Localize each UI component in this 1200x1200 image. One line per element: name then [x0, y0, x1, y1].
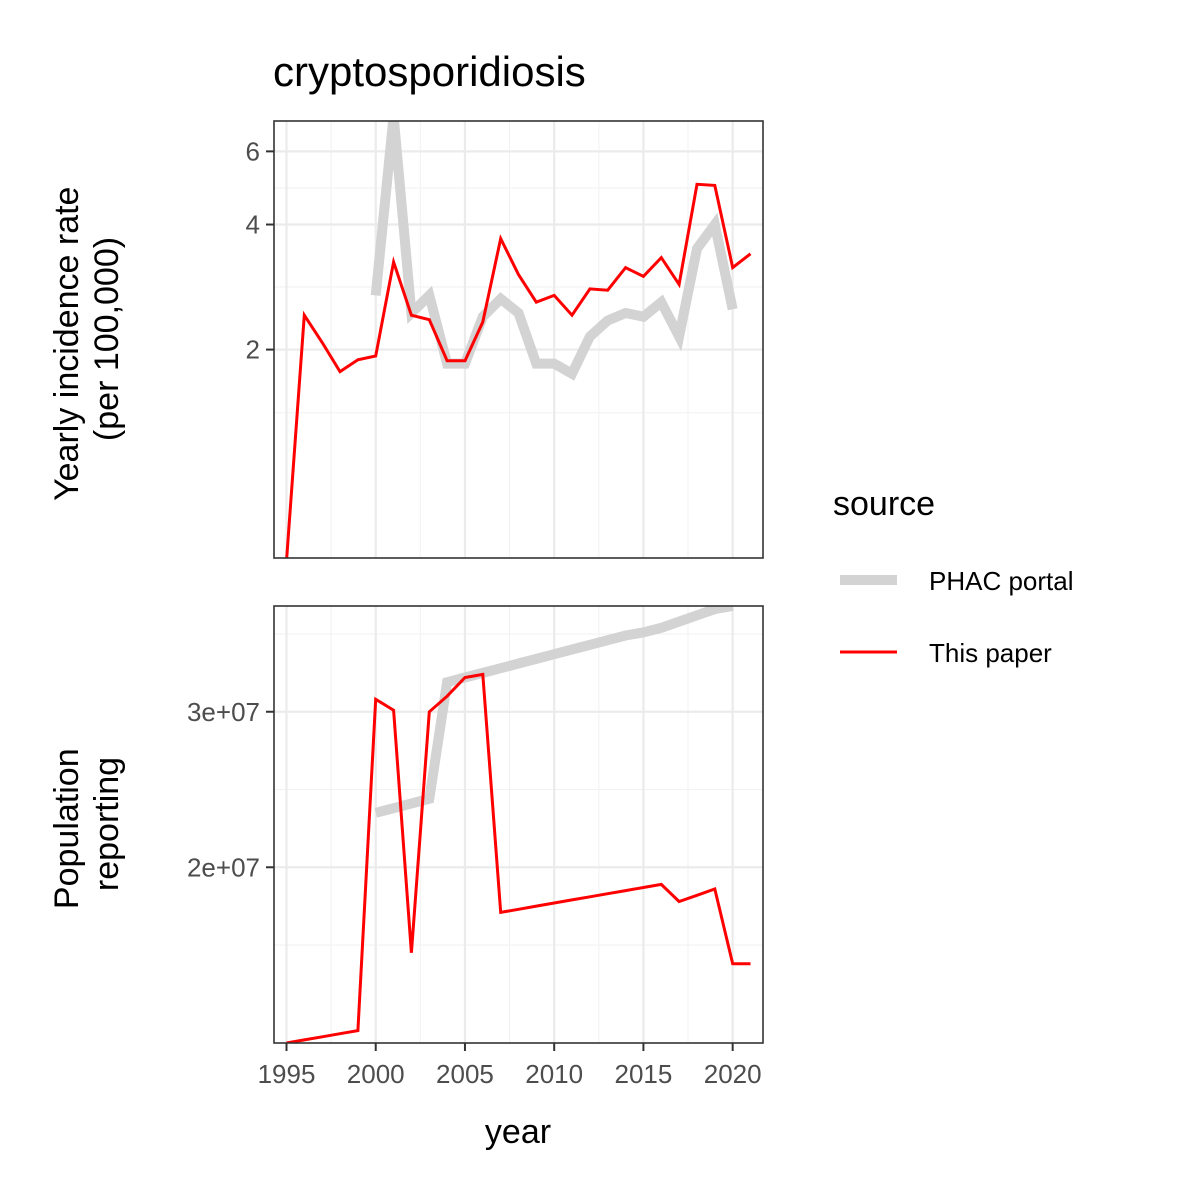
- y-tick-label: 6: [246, 136, 260, 166]
- population-y-axis-title: Population reporting: [48, 739, 126, 909]
- x-tick-label: 2005: [436, 1059, 494, 1089]
- incidence-rate-panel: 2 4 6 Yearly incidence rate (per 100,000): [48, 120, 764, 559]
- series-line-phac-portal: [370, 121, 738, 381]
- legend-label-this-paper: This paper: [929, 638, 1052, 668]
- incidence-y-axis: 2 4 6: [246, 136, 274, 365]
- series-line-phac-portal: [374, 606, 734, 818]
- legend-title: source: [833, 485, 935, 523]
- legend: source PHAC portal This paper: [833, 485, 1074, 668]
- y-tick-label: 2: [246, 335, 260, 365]
- chart-title: cryptosporidiosis: [273, 48, 586, 95]
- incidence-y-axis-title: Yearly incidence rate (per 100,000): [48, 177, 126, 501]
- y-tick-label: 4: [246, 210, 260, 240]
- incidence-gridlines: [274, 121, 763, 558]
- population-series: [286, 606, 751, 1043]
- y-tick-label: 3e+07: [187, 697, 260, 727]
- x-axis-title: year: [485, 1113, 551, 1151]
- y-tick-label: 2e+07: [187, 852, 260, 882]
- x-tick-label: 2015: [615, 1059, 673, 1089]
- x-tick-label: 1995: [258, 1059, 316, 1089]
- incidence-panel-border: [273, 120, 764, 559]
- legend-label-phac-portal: PHAC portal: [929, 566, 1074, 596]
- incidence-series: [285, 121, 752, 558]
- series-line-this-paper: [286, 672, 751, 1043]
- population-gridlines: [274, 606, 763, 1043]
- population-panel-border: [273, 605, 764, 1044]
- x-tick-label: 2020: [704, 1059, 762, 1089]
- x-tick-label: 2010: [525, 1059, 583, 1089]
- population-y-axis-title-line2: reporting: [88, 757, 126, 891]
- incidence-y-axis-title-line1: Yearly incidence rate: [48, 187, 86, 501]
- population-panel: 2e+07 3e+07 Population reporting: [48, 605, 764, 1044]
- x-axis: 1995 2000 2005 2010 2015 2020: [258, 1043, 762, 1089]
- incidence-y-axis-title-line2: (per 100,000): [88, 237, 126, 441]
- series-line-this-paper: [285, 182, 752, 558]
- population-y-axis-title-line1: Population: [48, 748, 86, 909]
- x-tick-label: 2000: [347, 1059, 405, 1089]
- population-y-axis: 2e+07 3e+07: [187, 697, 274, 882]
